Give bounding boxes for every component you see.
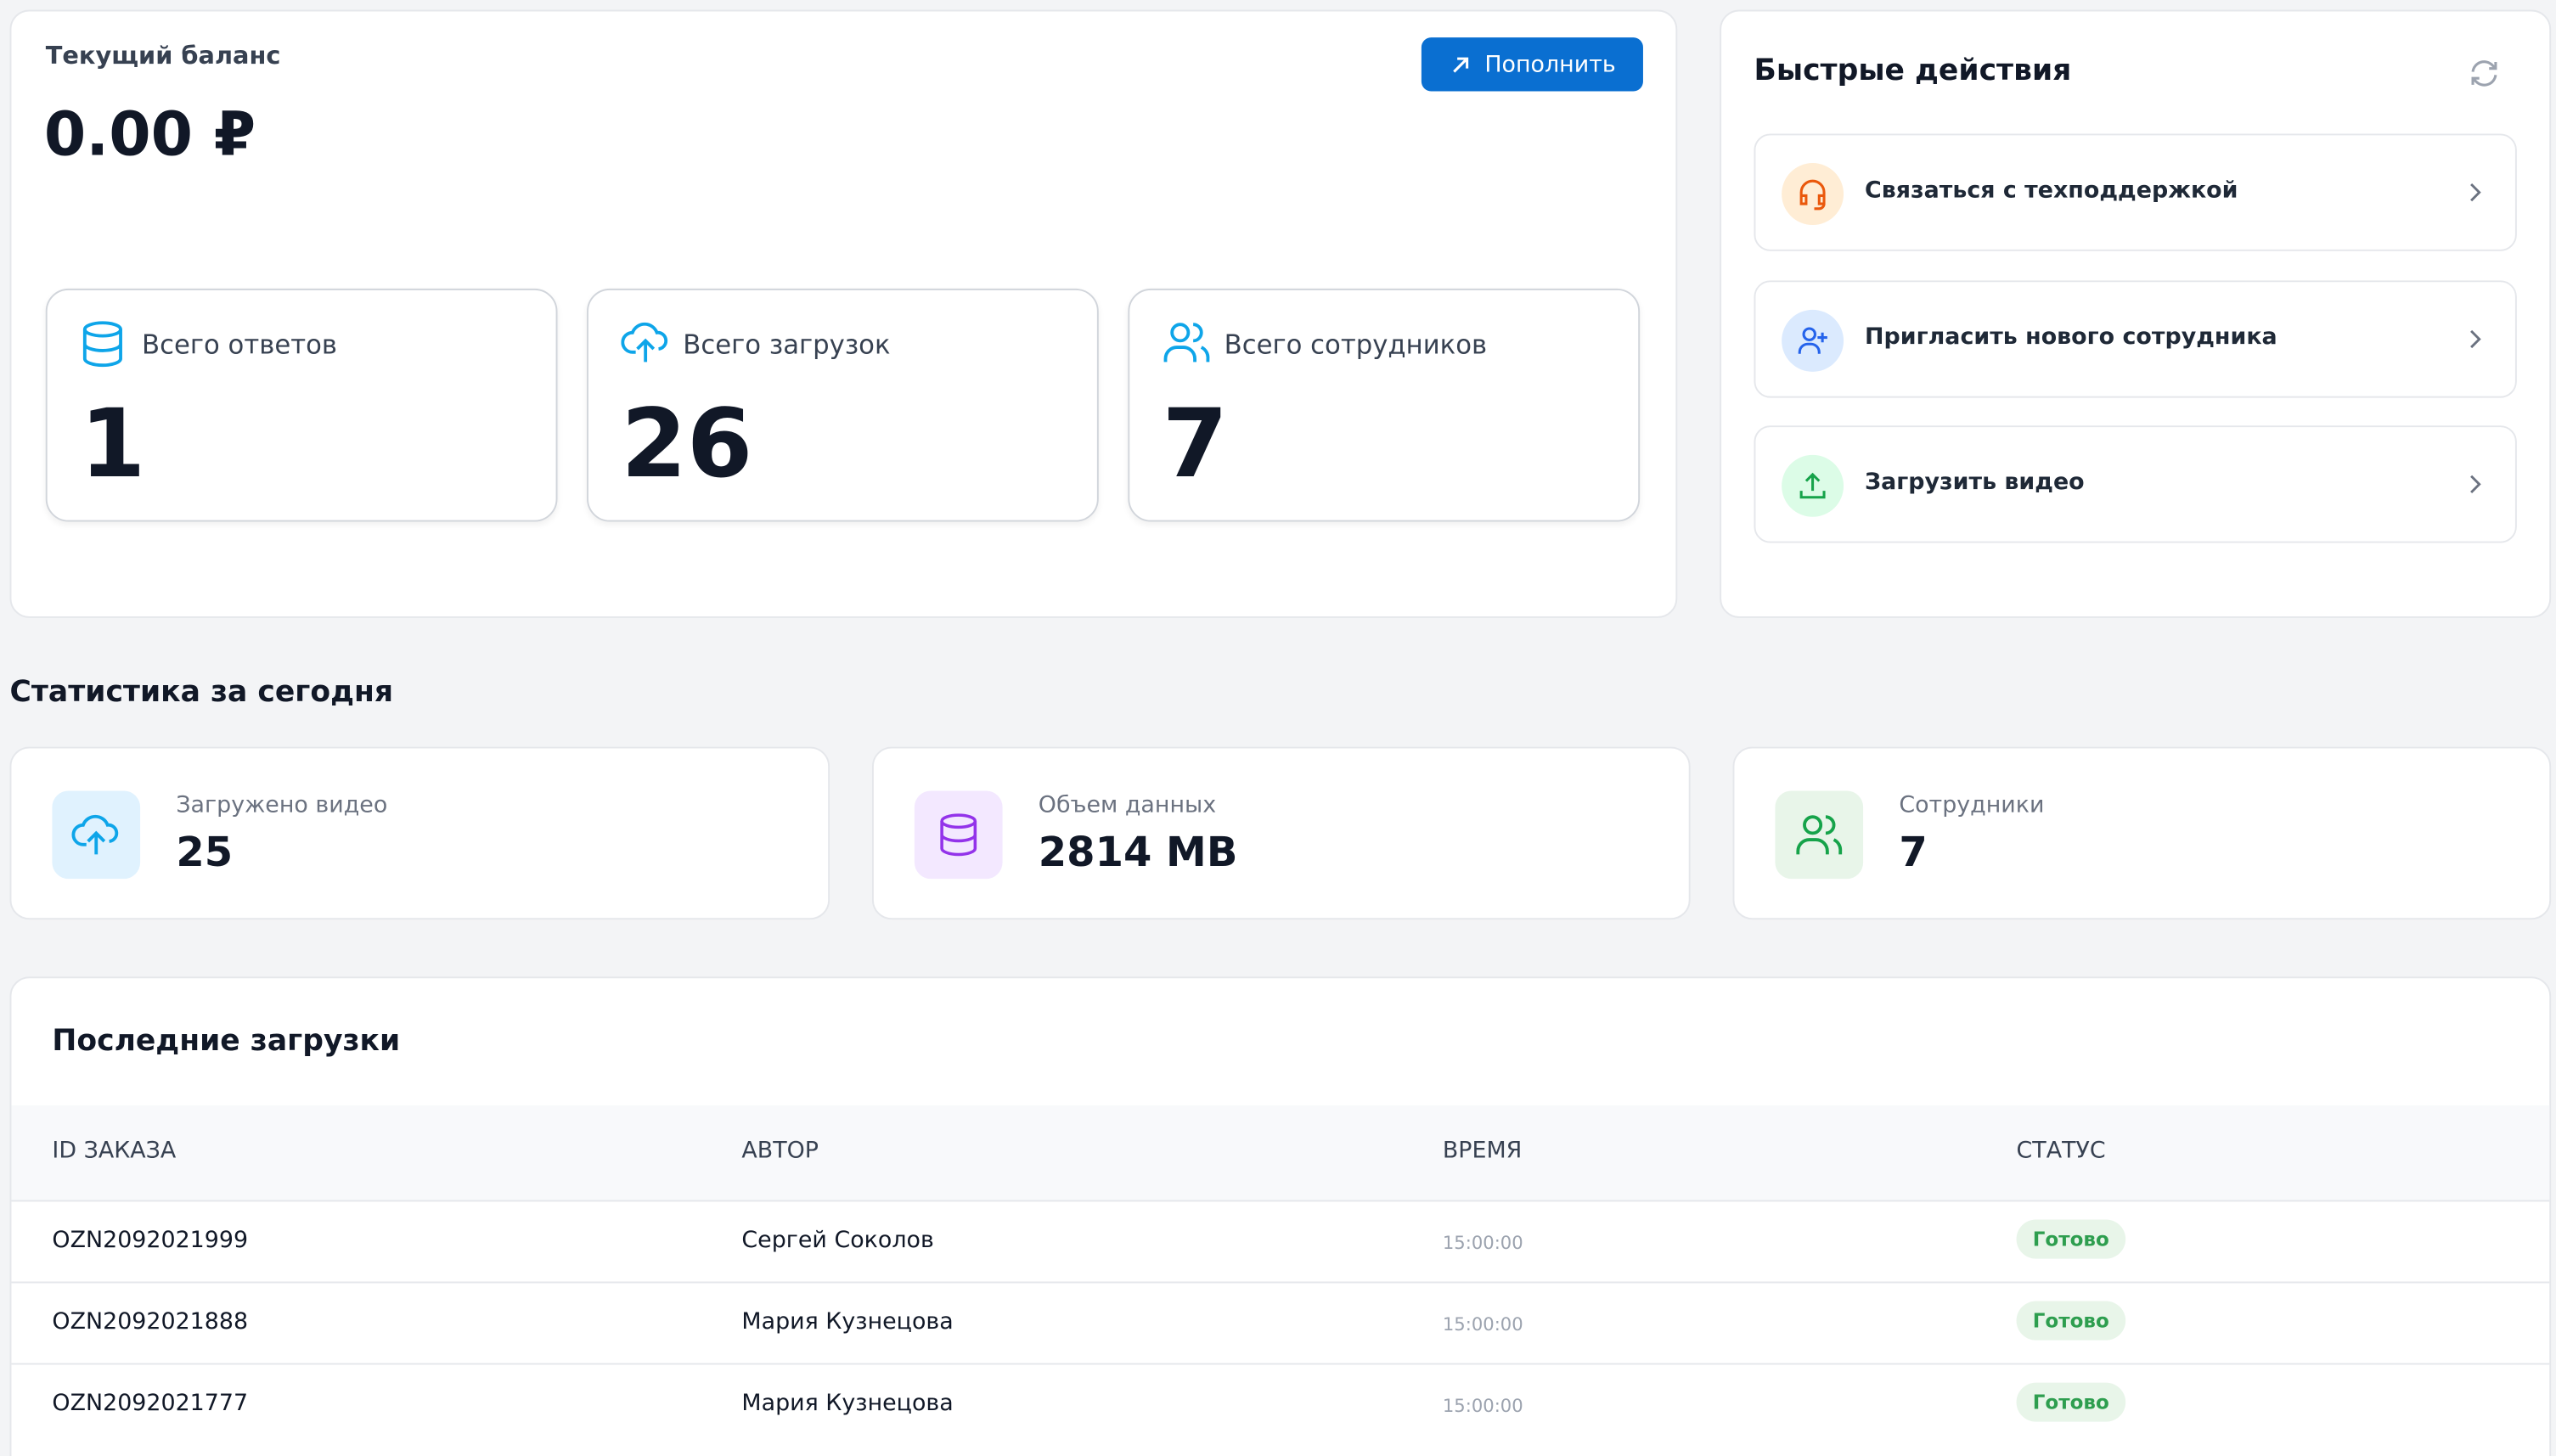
author: Мария Кузнецова	[741, 1309, 954, 1335]
quick-action[interactable]: Загрузить видео	[1754, 425, 2517, 543]
total-label: Всего ответов	[142, 329, 338, 361]
today-label: Сотрудники	[1899, 792, 2045, 819]
total-card: Всего ответов 1	[45, 288, 558, 522]
table-row: OZN2092021999 Сергей Соколов 15:00:00 Готов…	[11, 1200, 2550, 1283]
balance-card: Текущий баланс 0.00 ₽ Пополнить Всего от…	[9, 9, 1678, 618]
quick-action[interactable]: Пригласить нового сотрудника	[1754, 280, 2517, 398]
time: 15:00:00	[1442, 1313, 1523, 1335]
author: Сергей Соколов	[741, 1228, 934, 1254]
total-value: 26	[621, 388, 753, 499]
column-header: ID ЗАКАЗА	[52, 1138, 177, 1165]
status-badge: Готово	[2016, 1382, 2126, 1422]
total-label: Всего загрузок	[683, 329, 891, 361]
order-id: OZN2092021777	[52, 1391, 249, 1417]
refresh-icon[interactable]	[2468, 57, 2500, 89]
top-up-button[interactable]: Пополнить	[1421, 37, 1643, 92]
quick-title: Быстрые действия	[1754, 53, 2072, 88]
today-value: 25	[176, 828, 234, 876]
today-value: 7	[1899, 828, 1928, 876]
action-text: Загрузить видео	[1865, 469, 2085, 496]
total-value: 1	[80, 388, 146, 499]
order-id: OZN2092021888	[52, 1309, 249, 1335]
action-text: Пригласить нового сотрудника	[1865, 324, 2277, 351]
total-card: Всего загрузок 26	[587, 288, 1099, 522]
column-header: АВТОР	[741, 1138, 819, 1165]
balance-amount: 0.00 ₽	[43, 99, 256, 170]
recent-title: Последние загрузки	[52, 1024, 401, 1059]
quick-actions: Быстрые действия Связаться с техподдержк…	[1720, 9, 2552, 618]
column-header: СТАТУС	[2016, 1138, 2106, 1165]
total-label: Всего сотрудников	[1224, 329, 1488, 361]
today-title: Статистика за сегодня	[9, 675, 394, 710]
action-text: Связаться с техподдержкой	[1865, 177, 2238, 205]
button-text: Пополнить	[1484, 51, 1616, 78]
today-card: Объем данных 2814 MB	[871, 746, 1691, 920]
total-value: 7	[1162, 388, 1229, 499]
time: 15:00:00	[1442, 1395, 1523, 1417]
order-id: OZN2092021999	[52, 1228, 249, 1254]
status-badge: Готово	[2016, 1219, 2126, 1259]
column-header: ВРЕМЯ	[1442, 1138, 1523, 1165]
time: 15:00:00	[1442, 1232, 1523, 1254]
balance-label: Текущий баланс	[45, 41, 281, 70]
table-row: OZN2092021888 Мария Кузнецова 15:00:00 Гото…	[11, 1281, 2550, 1365]
quick-action[interactable]: Связаться с техподдержкой	[1754, 133, 2517, 251]
recent-uploads: Последние загрузки ID ЗАКАЗА АВТОР ВРЕМЯ…	[9, 976, 2552, 1456]
today-label: Загружено видео	[176, 792, 388, 819]
total-card: Всего сотрудников 7	[1128, 288, 1641, 522]
today-label: Объем данных	[1038, 792, 1217, 819]
today-value: 2814 MB	[1038, 828, 1238, 876]
today-card: Загружено видео 25	[9, 746, 830, 920]
today-card: Сотрудники 7	[1732, 746, 2552, 920]
table-header: ID ЗАКАЗА АВТОР ВРЕМЯ СТАТУС	[11, 1105, 2550, 1200]
status-badge: Готово	[2016, 1301, 2126, 1341]
table-row: OZN2092021777 Мария Кузнецова 15:00:00 Гото…	[11, 1363, 2550, 1447]
author: Мария Кузнецова	[741, 1391, 954, 1417]
